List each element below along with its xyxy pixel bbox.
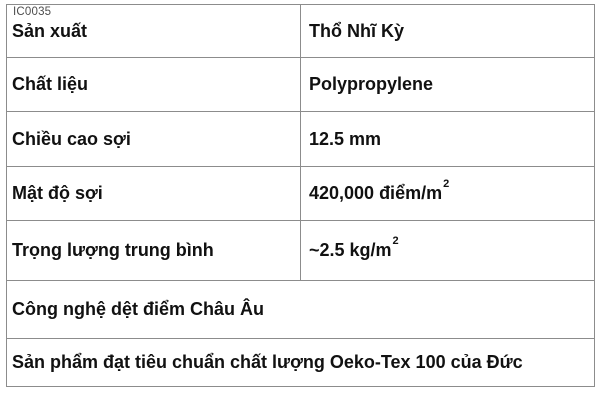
product-code-label: IC0035 (13, 6, 52, 18)
spec-table: IC0035 Sản xuất Thổ Nhĩ Kỳ Chất liệu Pol… (6, 4, 595, 387)
spec-value-text: ~2.5 kg/m2 (309, 235, 399, 261)
spec-label-text: Mật độ sợi (12, 183, 103, 204)
spec-value: ~2.5 kg/m2 (301, 235, 594, 261)
unit-superscript: 2 (392, 235, 399, 248)
unit-superscript: 2 (443, 178, 450, 191)
spec-value: 420,000 điểm/m2 (301, 178, 594, 204)
spec-row-origin: Sản xuất Thổ Nhĩ Kỳ (7, 5, 594, 58)
spec-label-text: Sản xuất (12, 20, 88, 41)
spec-value: Polypropylene (301, 74, 594, 95)
note-text: Công nghệ dệt điểm Châu Âu (12, 299, 264, 320)
note-text: Sản phẩm đạt tiêu chuẩn chất lượng Oeko-… (12, 352, 523, 373)
spec-label: Mật độ sợi (7, 167, 301, 220)
spec-label: Chất liệu (7, 58, 301, 111)
spec-row-pile-height: Chiều cao sợi 12.5 mm (7, 112, 594, 167)
spec-label: Chiều cao sợi (7, 112, 301, 166)
spec-value-text: 12.5 mm (309, 128, 382, 149)
spec-label-text: Trọng lượng trung bình (12, 240, 214, 261)
note-row-certification: Sản phẩm đạt tiêu chuẩn chất lượng Oeko-… (7, 339, 594, 386)
note-row-technology: Công nghệ dệt điểm Châu Âu (7, 281, 594, 339)
spec-row-material: Chất liệu Polypropylene (7, 58, 594, 112)
spec-label: Trọng lượng trung bình (7, 221, 301, 280)
spec-row-weight: Trọng lượng trung bình ~2.5 kg/m2 (7, 221, 594, 281)
spec-label-text: Chiều cao sợi (12, 128, 131, 149)
spec-label-text: Chất liệu (12, 74, 89, 95)
spec-label: Sản xuất (7, 5, 301, 57)
spec-value: Thổ Nhĩ Kỳ (301, 21, 594, 42)
spec-value-text: Polypropylene (309, 74, 434, 95)
spec-value-text: 420,000 điểm/m2 (309, 178, 450, 204)
spec-value-text: Thổ Nhĩ Kỳ (309, 20, 404, 41)
spec-value: 12.5 mm (301, 129, 594, 150)
spec-row-density: Mật độ sợi 420,000 điểm/m2 (7, 167, 594, 221)
